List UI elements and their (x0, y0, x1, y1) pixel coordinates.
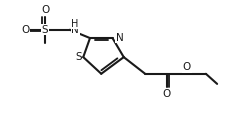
Text: O: O (41, 5, 49, 15)
Text: O: O (183, 62, 191, 72)
Text: S: S (42, 25, 48, 35)
Text: H: H (72, 19, 79, 29)
Text: N: N (71, 25, 79, 35)
Text: S: S (75, 52, 82, 62)
Text: O: O (21, 25, 29, 35)
Text: O: O (162, 89, 171, 99)
Text: N: N (116, 33, 124, 43)
